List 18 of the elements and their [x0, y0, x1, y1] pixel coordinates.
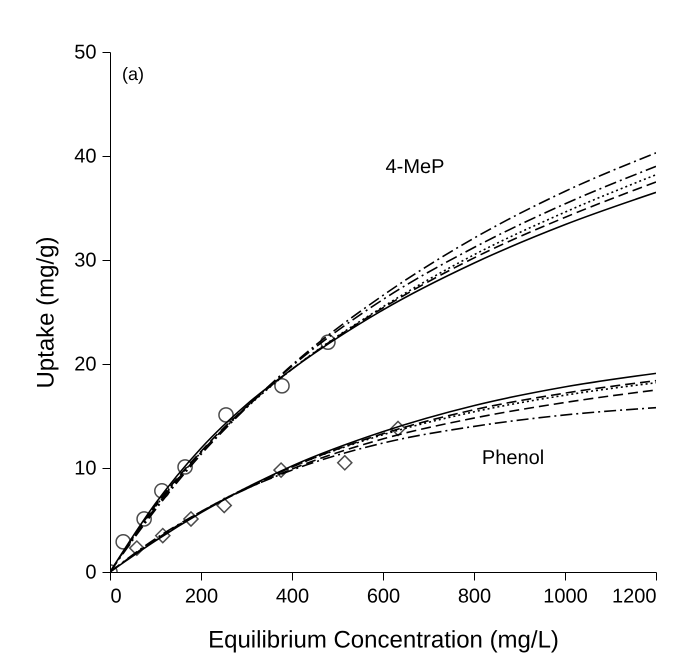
annotation: (a): [122, 64, 144, 84]
x-axis-title: Equilibrium Concentration (mg/L): [208, 626, 559, 654]
y-tick-label: 50: [74, 42, 96, 64]
x-tick-label: 200: [184, 586, 218, 608]
annotation: 4-MeP: [386, 156, 444, 178]
y-tick-label: 10: [74, 458, 96, 480]
x-tick-label: 0: [110, 586, 122, 608]
x-tick-label: 1200: [612, 586, 656, 608]
y-tick-label: 30: [74, 250, 96, 272]
x-tick-label: 600: [366, 586, 400, 608]
annotation: Phenol: [482, 447, 544, 469]
y-axis-title: Uptake (mg/g): [32, 236, 60, 389]
x-tick-label: 400: [276, 586, 310, 608]
x-tick-label: 1000: [543, 586, 588, 608]
y-tick-label: 40: [74, 146, 96, 168]
y-tick-label: 20: [74, 354, 96, 376]
x-tick-label: 800: [458, 586, 492, 608]
y-tick-label: 0: [85, 562, 96, 584]
